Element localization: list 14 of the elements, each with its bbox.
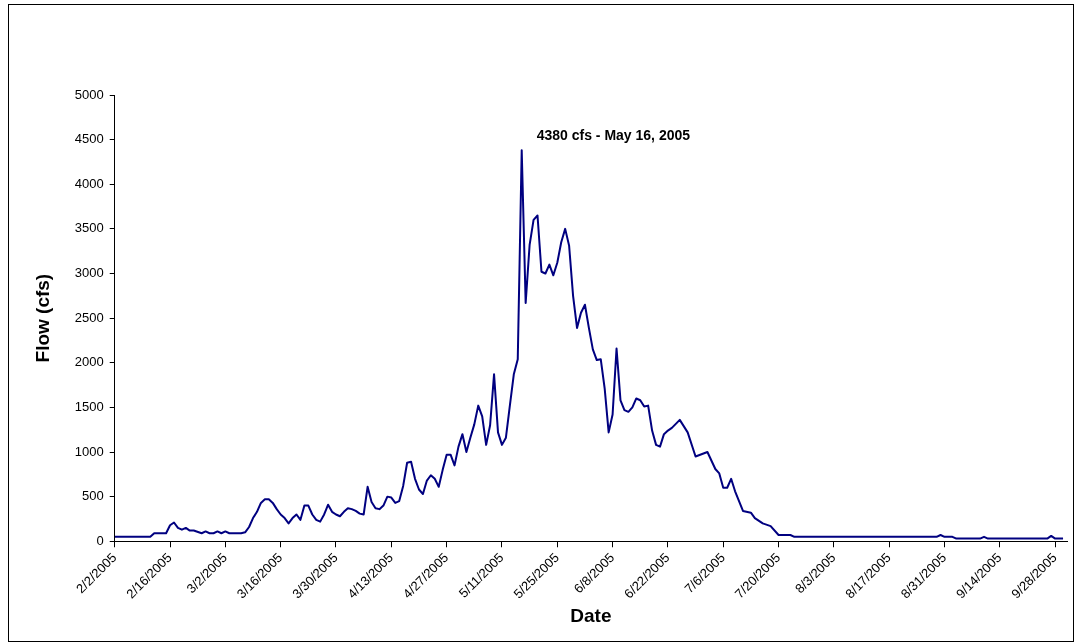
y-tick-label: 4000 (74, 175, 104, 191)
y-tick-label: 3500 (74, 220, 104, 236)
annotation: 4380 cfs - May 16, 2005 (536, 127, 691, 144)
y-tick-label: 5000 (74, 86, 104, 102)
y-axis-title: Flow (cfs) (31, 273, 53, 363)
y-tick-label: 3000 (74, 265, 104, 281)
y-tick-label: 2000 (74, 354, 104, 370)
y-tick-label: 4500 (74, 131, 104, 147)
y-tick-label: 0 (96, 532, 104, 548)
y-tick-label: 1500 (74, 398, 104, 414)
y-tick-label: 500 (82, 488, 104, 504)
y-tick-label: 1000 (74, 443, 104, 459)
x-axis-title: Date (570, 604, 612, 626)
y-tick-label: 2500 (74, 309, 104, 325)
